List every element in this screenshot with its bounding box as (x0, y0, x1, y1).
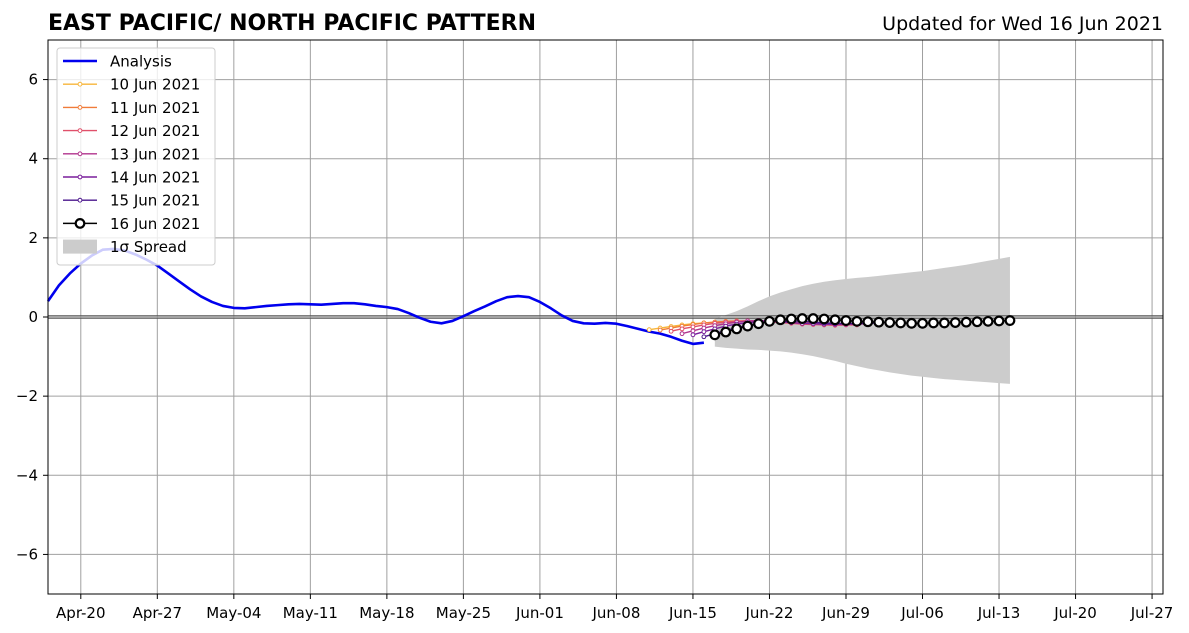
current-forecast-point (873, 316, 885, 328)
legend-swatch-marker (77, 174, 83, 180)
forecast-point (679, 331, 685, 337)
legend-swatch-marker (77, 197, 83, 203)
current-forecast-point (993, 315, 1005, 327)
current-forecast-point (862, 316, 874, 328)
current-forecast-point (785, 313, 797, 325)
x-tick-label: May-18 (359, 604, 414, 622)
forecast-point (690, 328, 696, 334)
current-forecast-point (742, 320, 754, 332)
y-axis: 6 4 2 0 −2 −4 −6 (16, 71, 48, 563)
current-forecast-line (714, 317, 1010, 336)
series-group (46, 247, 1016, 346)
current-forecast-point (1004, 315, 1016, 326)
current-forecast-point (971, 316, 983, 328)
y-tick-label: −4 (16, 466, 38, 484)
legend-label: 1σ Spread (110, 238, 187, 256)
current-forecast-point (731, 323, 743, 335)
current-forecast-point (807, 313, 819, 324)
x-tick-label: Jun-08 (591, 604, 640, 622)
forecast-point (701, 334, 707, 340)
x-tick-label: Jun-22 (745, 604, 794, 622)
current-forecast-point (895, 317, 907, 329)
current-forecast-point (917, 317, 928, 329)
x-tick-label: Jun-15 (668, 604, 717, 622)
current-forecast-point (764, 315, 775, 327)
legend: Analysis 10 Jun 2021 11 Jun 2021 12 Jun 202… (56, 47, 216, 266)
spread-area (714, 256, 1010, 384)
y-tick-label: 4 (28, 150, 38, 168)
current-forecast-point (851, 315, 863, 327)
x-tick-label: Apr-20 (56, 604, 106, 622)
x-axis: Apr-20 Apr-27 May-04 May-11 May-18 May-25 Jun-… (56, 594, 1173, 622)
x-tick-label: Jul-20 (1053, 604, 1097, 622)
y-tick-label: 0 (28, 308, 38, 326)
current-forecast-point (796, 313, 808, 324)
current-forecast-point (928, 317, 939, 329)
legend-label: 16 Jun 2021 (110, 215, 200, 233)
current-forecast-point (884, 317, 896, 328)
current-forecast-point (840, 315, 852, 326)
x-tick-label: Jul-27 (1130, 604, 1174, 622)
legend-box (56, 47, 216, 266)
spread-band (714, 256, 1010, 384)
x-tick-label: Apr-27 (133, 604, 183, 622)
legend-swatch-marker (77, 81, 83, 87)
current-forecast-point (960, 316, 972, 328)
analysis-line (46, 247, 705, 346)
forecast-point (679, 326, 685, 332)
current-forecast-point (938, 317, 950, 329)
x-tick-label: Jun-01 (515, 604, 564, 622)
chart-title: EAST PACIFIC/ NORTH PACIFIC PATTERN (48, 11, 536, 36)
legend-label: Analysis (110, 53, 172, 71)
x-tick-label: Jul-13 (977, 604, 1021, 622)
legend-label: 14 Jun 2021 (110, 169, 200, 187)
x-tick-label: May-11 (283, 604, 338, 622)
legend-swatch-marker (77, 105, 83, 110)
legend-label: 15 Jun 2021 (110, 192, 200, 210)
legend-label: 12 Jun 2021 (110, 122, 200, 140)
legend-swatch-marker (77, 128, 83, 134)
current-forecast-series (709, 313, 1016, 341)
current-forecast-point (949, 317, 961, 328)
x-tick-label: May-25 (436, 604, 491, 622)
current-forecast-point (829, 314, 841, 326)
forecast-point (657, 327, 663, 333)
x-tick-label: May-04 (206, 604, 261, 622)
legend-label: 13 Jun 2021 (110, 145, 200, 163)
forecast-point (646, 327, 652, 333)
legend-label: 11 Jun 2021 (110, 99, 200, 117)
forecast-point (690, 324, 696, 330)
y-tick-label: −2 (16, 387, 38, 405)
current-forecast-point (982, 315, 994, 327)
forecast-point (701, 329, 707, 335)
current-forecast-point (753, 318, 764, 330)
legend-swatch-marker (74, 217, 86, 229)
forecast-point (690, 332, 696, 338)
y-tick-label: 6 (28, 71, 38, 89)
current-forecast-point (709, 329, 721, 341)
legend-label: 10 Jun 2021 (110, 76, 200, 94)
current-forecast-point (720, 326, 732, 338)
current-forecast-point (818, 313, 830, 325)
current-forecast-point (906, 317, 917, 329)
x-tick-label: Jul-06 (900, 604, 944, 622)
legend-swatch-spread (63, 239, 97, 254)
y-tick-label: −6 (16, 545, 38, 563)
y-tick-label: 2 (28, 229, 38, 247)
current-forecast-point (775, 314, 786, 326)
forecast-point (668, 328, 674, 334)
updated-label: Updated for Wed 16 Jun 2021 (882, 13, 1163, 35)
x-tick-label: Jun-29 (821, 604, 870, 622)
legend-swatch-marker (77, 151, 83, 157)
